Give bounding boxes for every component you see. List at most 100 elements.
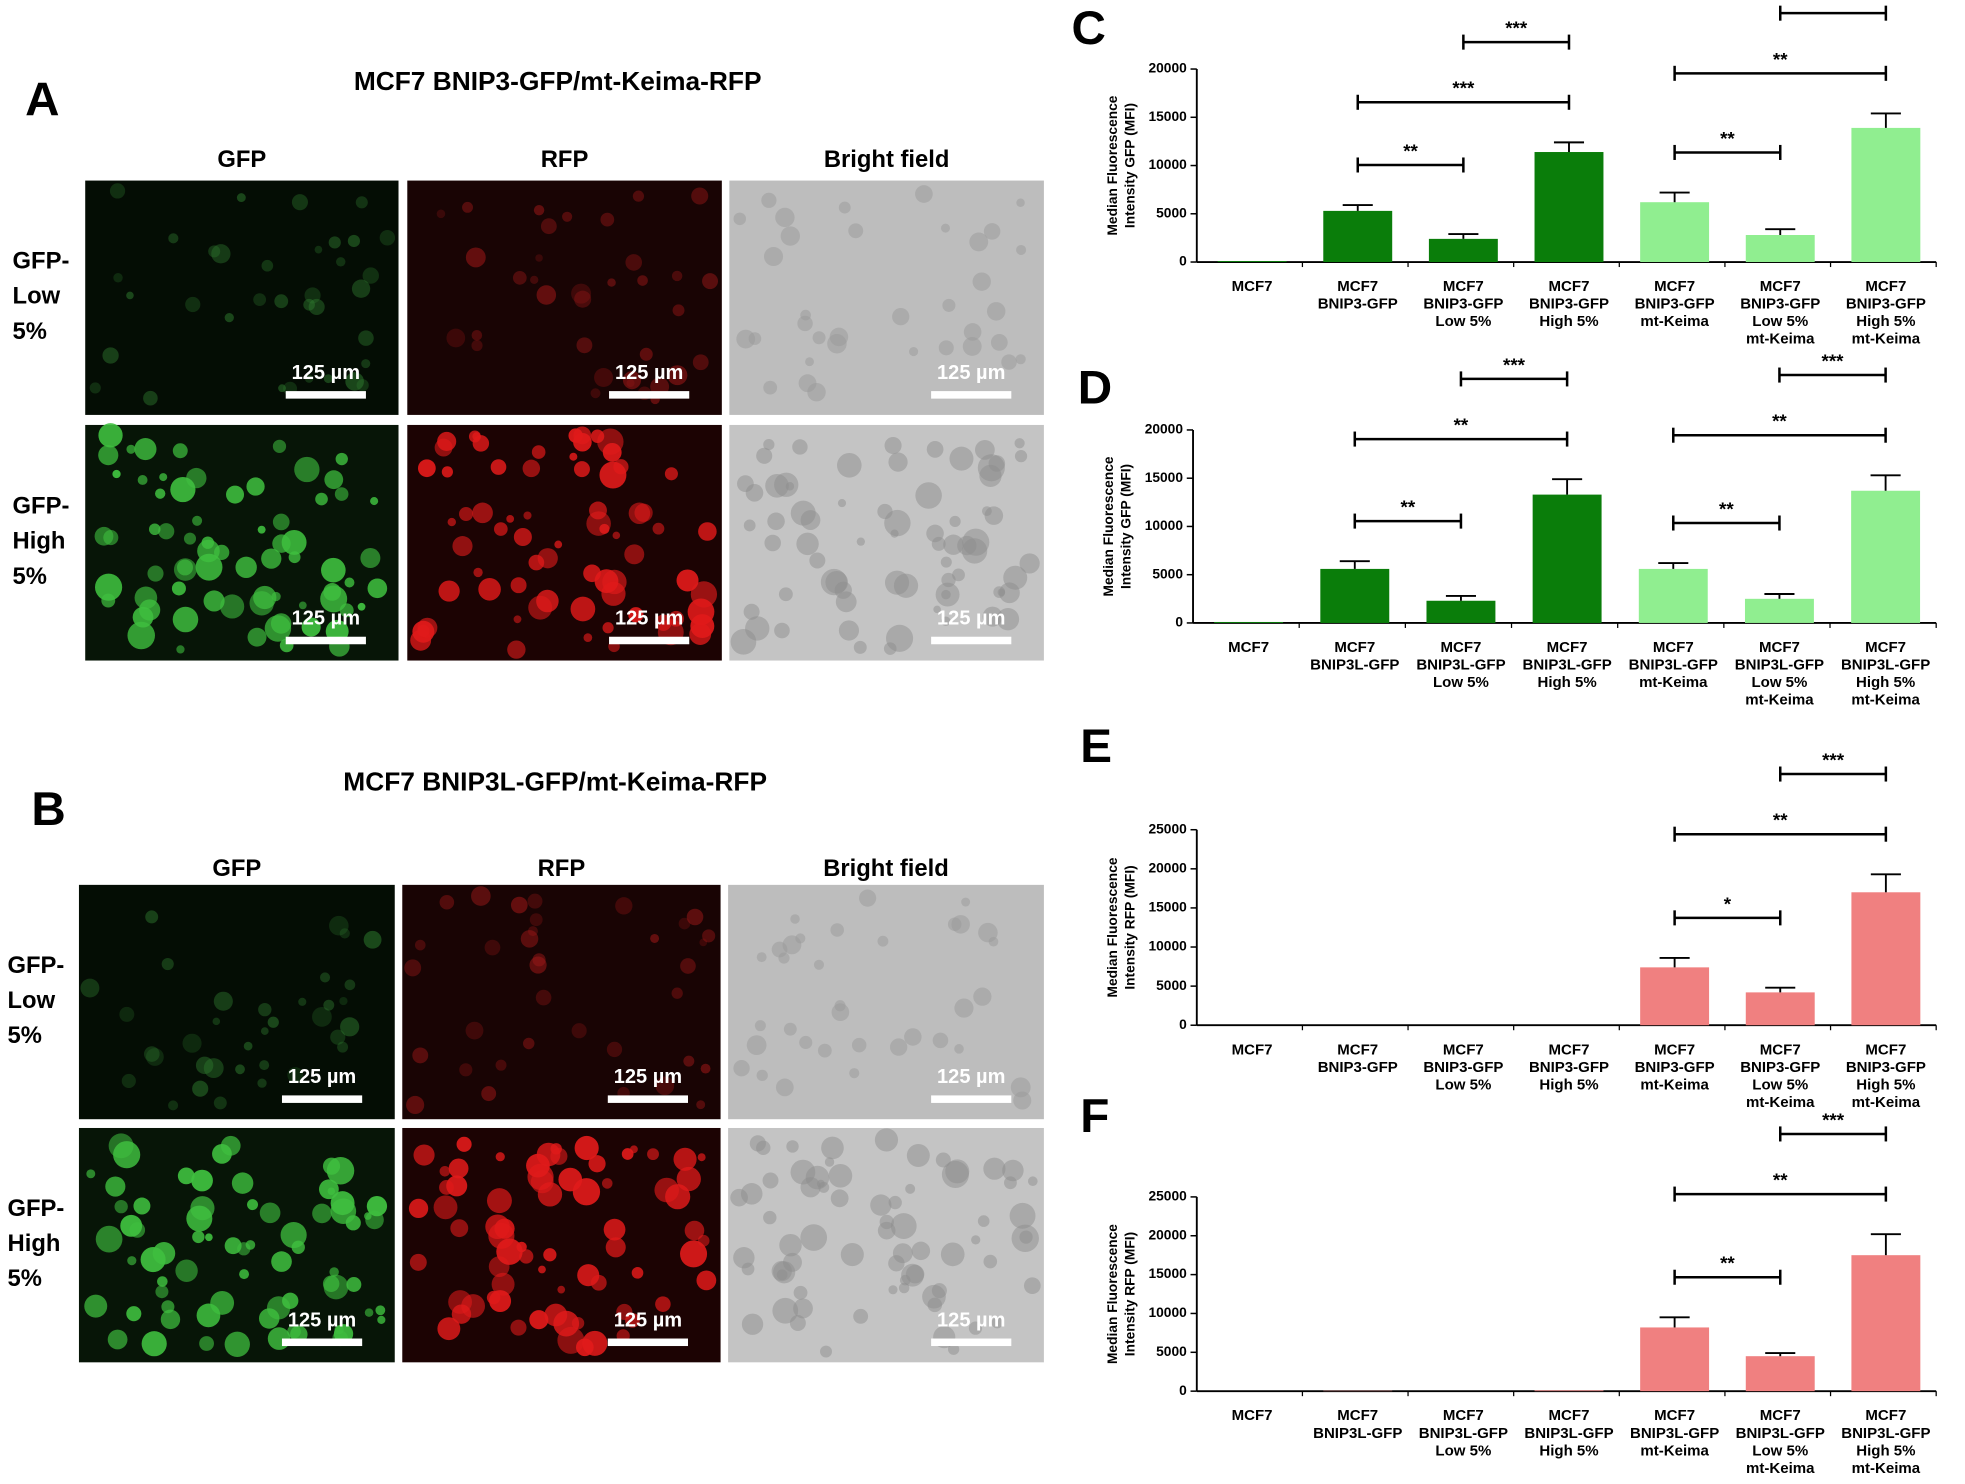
cell <box>510 896 528 914</box>
cell <box>941 1160 969 1188</box>
cell <box>746 1035 767 1056</box>
cell <box>247 1199 259 1211</box>
x-tick-label: MCF7 BNIP3L-GFP mt-Keima <box>1629 639 1718 691</box>
cell <box>667 365 688 386</box>
cell <box>940 556 952 568</box>
error-bar <box>1870 873 1901 893</box>
cell <box>622 371 642 390</box>
x-tick-label: MCF7 BNIP3L-GFP High 5% <box>1522 639 1611 691</box>
cell <box>702 929 716 943</box>
cell <box>963 323 982 341</box>
cell <box>582 1330 608 1356</box>
cell <box>824 1157 835 1167</box>
cell <box>264 615 292 642</box>
cell <box>812 331 826 345</box>
cell <box>417 459 436 478</box>
cell <box>588 1155 606 1173</box>
panel-title: MCF7 BNIP3-GFP/mt-Keima-RFP <box>354 66 762 96</box>
x-tick-label: MCF7 BNIP3-GFP High 5% <box>1529 278 1609 330</box>
cell <box>345 372 364 391</box>
cell <box>630 1145 638 1154</box>
cell <box>800 1224 828 1251</box>
cell <box>991 1317 1003 1329</box>
significance-label: ** <box>1773 810 1788 831</box>
cell <box>533 204 545 216</box>
cell <box>327 1187 336 1195</box>
cell <box>553 1310 580 1337</box>
cell <box>361 359 371 369</box>
cell <box>571 283 592 304</box>
cell <box>298 601 307 610</box>
cell <box>329 1267 339 1277</box>
scale-bar-label: 125 µm <box>614 1309 682 1331</box>
cell <box>986 302 1006 321</box>
bar <box>1428 238 1498 263</box>
cell <box>323 1274 349 1300</box>
cell <box>211 244 231 264</box>
cell <box>185 296 201 313</box>
cell <box>931 536 946 551</box>
cell <box>491 1272 515 1296</box>
y-tick-label: 15000 <box>1145 470 1184 485</box>
cell <box>126 444 136 454</box>
cell <box>155 1285 169 1299</box>
scale-bar-label: 125 µm <box>615 362 683 384</box>
cell <box>245 1240 256 1250</box>
cell <box>1014 450 1028 463</box>
cell <box>291 194 308 211</box>
cell <box>507 640 526 659</box>
cell <box>837 498 847 508</box>
error-bar <box>1658 562 1689 569</box>
cell <box>838 620 860 641</box>
cell <box>220 1135 241 1156</box>
error-bar <box>1870 112 1901 128</box>
cell <box>680 1240 708 1268</box>
cell <box>520 930 539 948</box>
cell <box>147 565 164 582</box>
cell <box>536 285 557 305</box>
x-tick-label: MCF7 BNIP3-GFP mt-Keima <box>1635 278 1715 330</box>
bar <box>1745 992 1815 1026</box>
cell <box>733 212 747 226</box>
cell <box>888 452 908 472</box>
cell <box>439 1180 454 1195</box>
cell <box>893 573 919 598</box>
cell <box>355 196 368 209</box>
scale-bar <box>931 636 1012 645</box>
cell <box>1014 438 1025 449</box>
cell <box>763 380 778 395</box>
y-tick-label: 5000 <box>1156 978 1187 993</box>
cell <box>573 461 590 478</box>
cell <box>821 1136 844 1160</box>
bar <box>1745 235 1815 263</box>
cell <box>261 259 274 272</box>
cell <box>765 473 789 498</box>
cell <box>363 930 382 949</box>
cell <box>412 1047 429 1064</box>
panel-letter: B <box>31 783 65 836</box>
error-bar <box>1448 233 1479 239</box>
cell <box>793 1285 808 1300</box>
cell <box>673 1147 697 1171</box>
cell <box>756 1069 768 1082</box>
row-label: GFP-Low 5% <box>13 248 70 345</box>
cell <box>783 1022 797 1036</box>
cell <box>972 272 991 291</box>
cell <box>102 347 119 364</box>
cell <box>203 590 225 612</box>
column-label: Bright field <box>823 855 949 882</box>
cell <box>177 1167 195 1185</box>
cell <box>557 1285 566 1294</box>
cell <box>510 1319 527 1336</box>
cell <box>941 616 951 626</box>
scale-bar <box>607 1095 689 1103</box>
cell <box>323 999 335 1011</box>
significance-label: ** <box>1401 497 1416 518</box>
y-tick-label: 0 <box>1179 254 1187 269</box>
error-bar <box>1765 228 1796 236</box>
scale-bar <box>285 636 366 645</box>
cell <box>312 1006 332 1027</box>
cell <box>771 941 788 958</box>
panel-letter: E <box>1080 720 1112 773</box>
cell <box>493 522 508 536</box>
